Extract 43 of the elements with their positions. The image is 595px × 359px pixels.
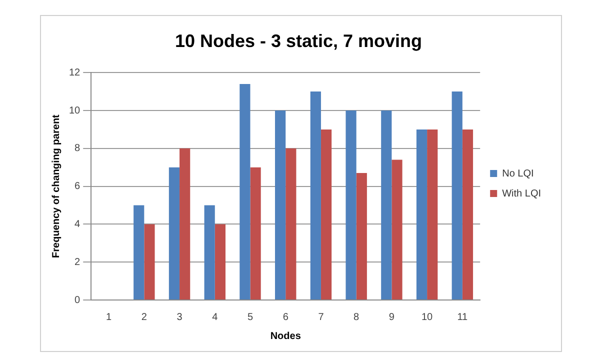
bar — [168, 167, 180, 300]
bar — [356, 173, 367, 300]
bar — [346, 110, 356, 300]
bar — [452, 92, 462, 300]
y-axis-title: Frequency of changing parent — [50, 114, 62, 258]
x-tick-label: 6 — [282, 312, 289, 323]
bar — [240, 84, 250, 300]
bar — [275, 110, 286, 300]
x-tick-label: 10 — [422, 312, 434, 323]
x-tick-label: 2 — [141, 312, 148, 323]
bar — [144, 224, 155, 300]
bar — [250, 167, 261, 300]
x-tick-label: 1 — [106, 312, 112, 323]
legend-label: With LQI — [502, 188, 542, 200]
x-tick-label: 4 — [212, 312, 218, 323]
x-tick-label: 5 — [247, 312, 254, 323]
y-tick-label: 6 — [74, 181, 81, 192]
x-tick-label: 7 — [318, 312, 324, 323]
x-tick-label: 9 — [388, 312, 395, 323]
x-tick-label: 8 — [354, 312, 360, 323]
bar — [204, 205, 215, 300]
y-tick-label: 0 — [74, 294, 81, 306]
bar — [381, 110, 392, 300]
bar — [214, 224, 226, 300]
bar — [286, 148, 296, 300]
y-tick-label: 4 — [74, 218, 81, 230]
bar — [427, 129, 438, 300]
bar — [392, 160, 402, 300]
y-tick-label: 2 — [74, 256, 81, 268]
bar — [310, 92, 321, 300]
bar — [320, 129, 332, 300]
x-tick-label: 11 — [457, 312, 468, 323]
bar — [462, 129, 474, 300]
legend-label: No LQI — [502, 168, 534, 180]
bar — [180, 148, 190, 300]
chart-title: 10 Nodes - 3 static, 7 moving — [174, 30, 422, 51]
bar — [134, 205, 144, 300]
y-tick-label: 12 — [69, 67, 81, 78]
y-tick-label: 8 — [74, 143, 81, 154]
x-tick-label: 3 — [176, 312, 183, 323]
x-axis-title: Nodes — [270, 330, 302, 342]
y-tick-label: 10 — [69, 105, 81, 116]
bar — [416, 129, 428, 300]
